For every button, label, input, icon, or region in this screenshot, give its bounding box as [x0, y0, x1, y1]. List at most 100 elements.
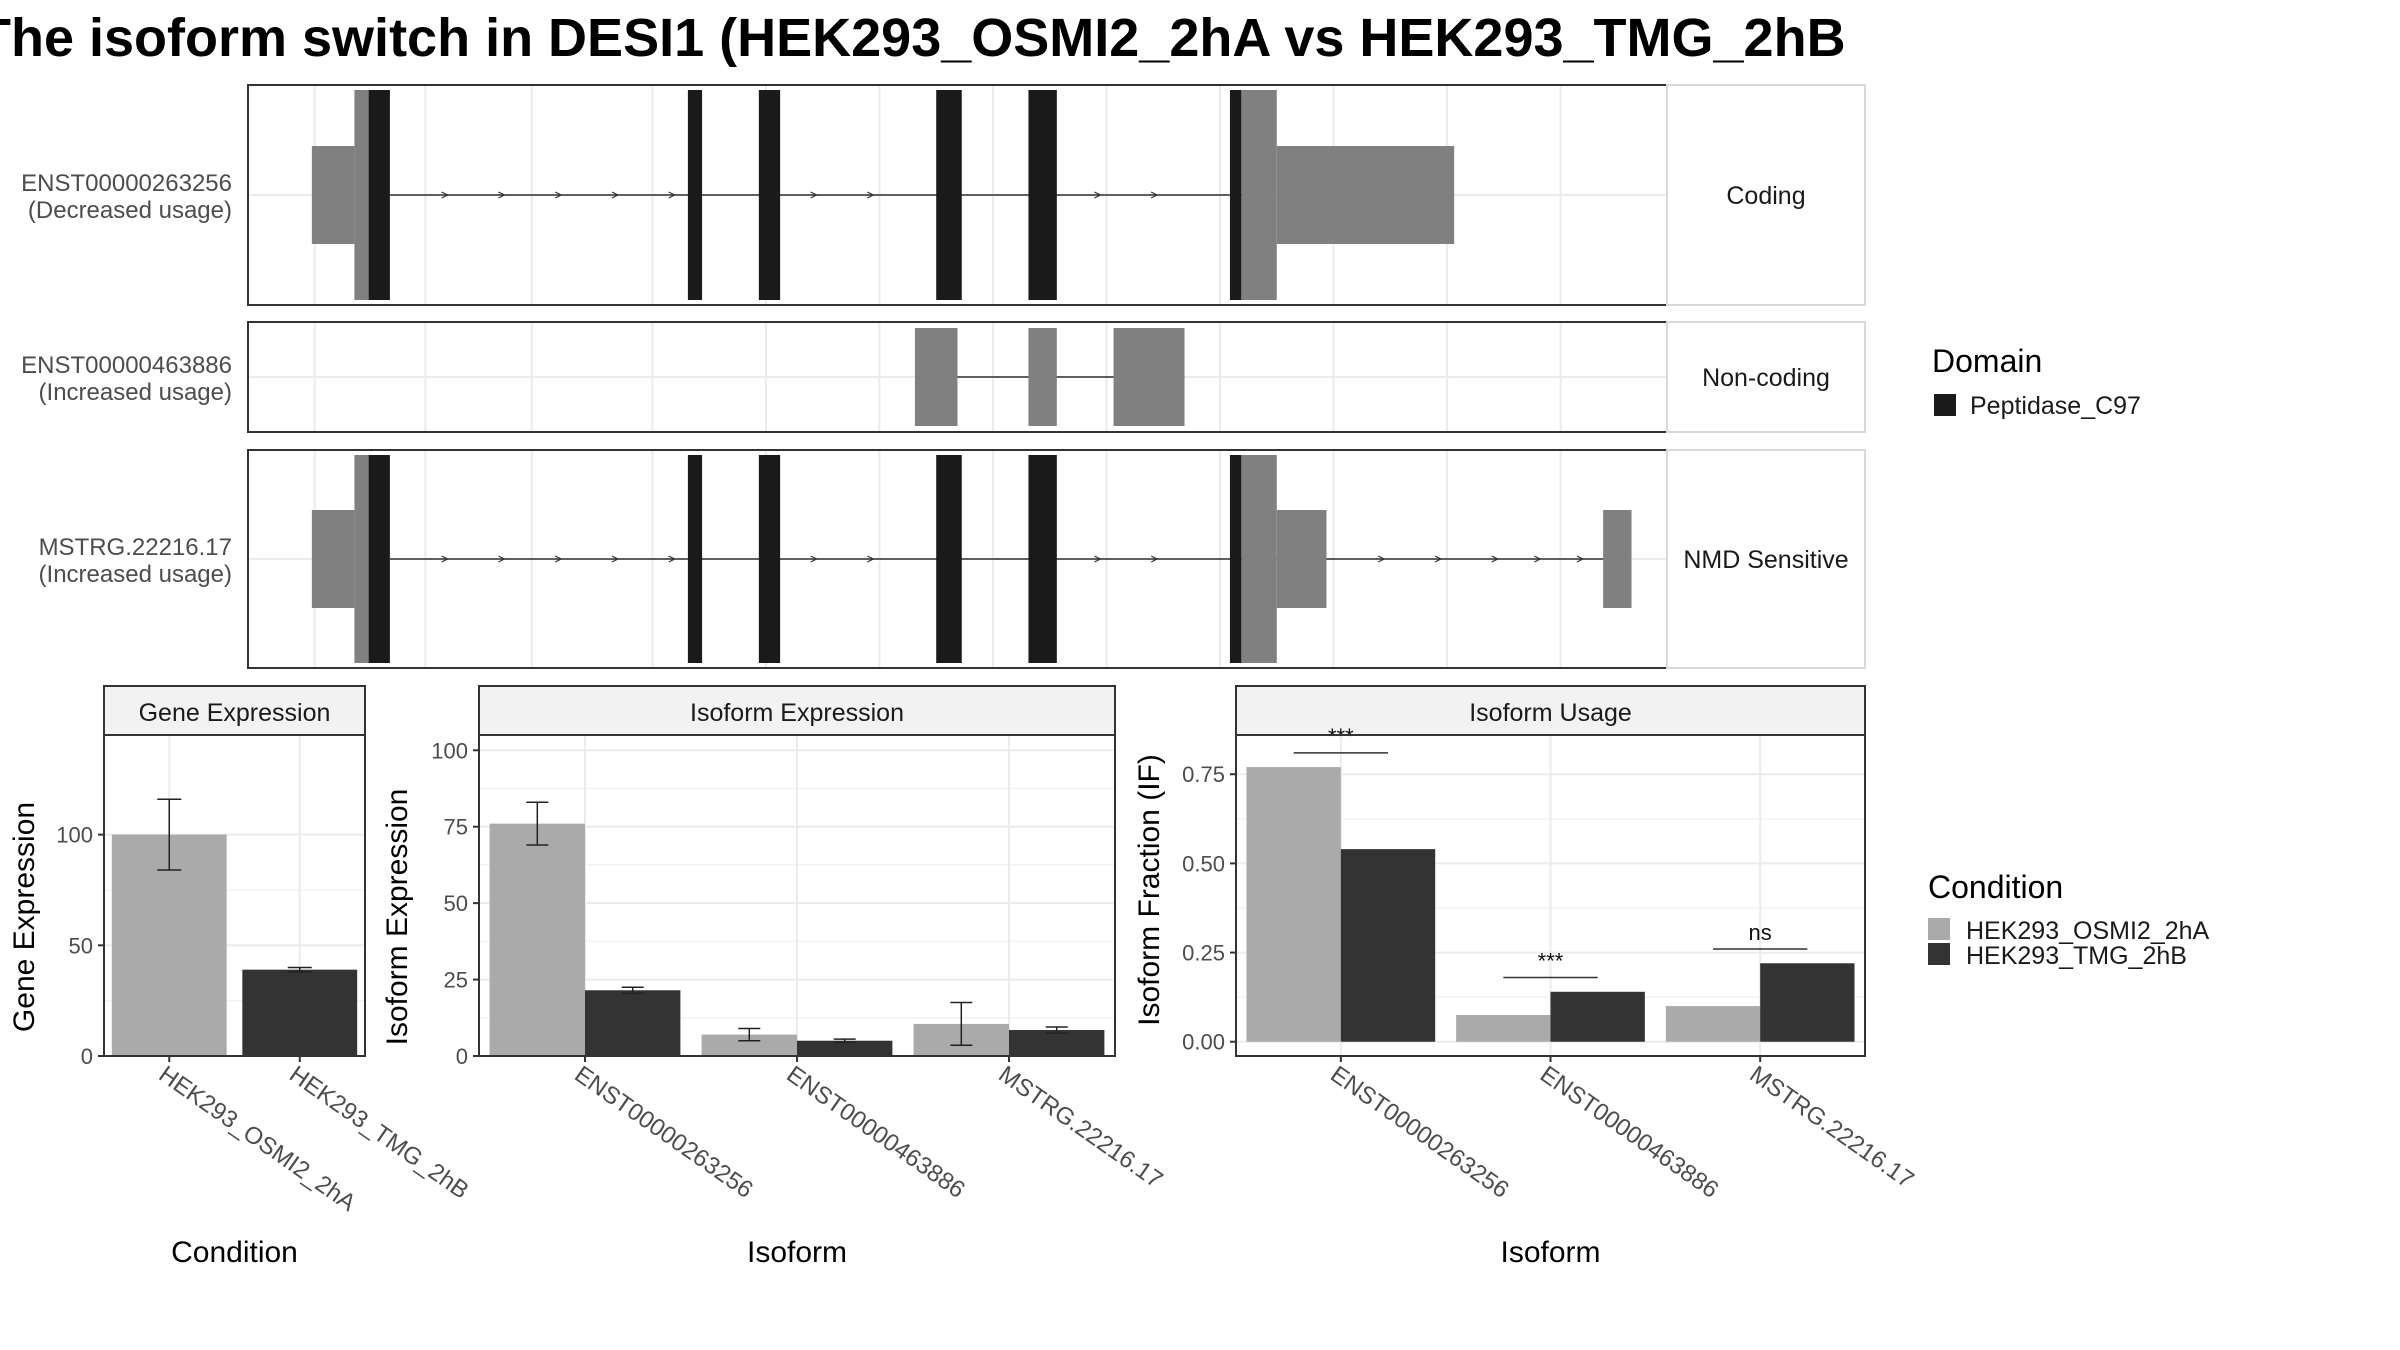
bar — [242, 969, 358, 1056]
x-axis-title: Isoform — [747, 1236, 847, 1269]
strand-arrow — [1094, 555, 1102, 563]
y-tick-label: 50 — [444, 891, 468, 916]
bar — [489, 823, 585, 1056]
strand-arrow — [1491, 555, 1500, 563]
condition-legend-label: HEK293_OSMI2_2hA — [1966, 917, 2210, 945]
condition-legend-title: Condition — [1928, 869, 2063, 905]
x-tick-label: MSTRG.22216.17 — [1745, 1061, 1919, 1194]
strand-arrow — [668, 191, 677, 199]
transcript-usage: (Decreased usage) — [28, 197, 232, 224]
cds-exon — [354, 90, 369, 300]
condition-legend-key — [1928, 943, 1950, 965]
domain-exon — [936, 90, 962, 300]
transcript-category: Coding — [1726, 182, 1805, 210]
transcript-usage: (Increased usage) — [39, 561, 232, 588]
domain-exon — [368, 90, 390, 300]
utr-exon — [1113, 328, 1185, 426]
transcript-id: ENST00000463886 — [21, 352, 232, 379]
transcript-structure-panel: Coding ENST00000263256(Decreased usage) No… — [21, 84, 1866, 669]
domain-legend-label: Peptidase_C97 — [1970, 392, 2141, 420]
y-tick-label: 100 — [56, 823, 93, 848]
chart-title: Gene Expression — [139, 699, 331, 727]
domain-legend-title: Domain — [1932, 343, 2042, 379]
y-tick-label: 0.50 — [1182, 851, 1225, 876]
strand-arrow — [1150, 191, 1159, 199]
chart-title-strip — [103, 685, 366, 736]
expression-charts: Gene Expression050100HEK293_OSMI2_2hAHEK… — [8, 685, 1919, 1269]
condition-legend-key — [1928, 918, 1950, 940]
chart-title: Isoform Usage — [1469, 699, 1632, 727]
figure-title: The isoform switch in DESI1 (HEK293_OSMI… — [0, 8, 1846, 68]
y-axis-title: Gene Expression — [8, 802, 41, 1032]
x-axis-title: Condition — [171, 1236, 298, 1269]
bar — [1009, 1030, 1105, 1056]
utr-exon — [1276, 510, 1327, 608]
x-tick-label: ENST00000263256 — [1325, 1061, 1513, 1204]
strand-arrow — [498, 555, 506, 563]
domain-exon — [368, 455, 390, 663]
transcript-row: NMD Sensitive MSTRG.22216.17(Increased us… — [39, 449, 1866, 669]
condition-legend-label: HEK293_TMG_2hB — [1966, 942, 2187, 970]
strand-arrow — [1576, 555, 1585, 563]
strand-arrow — [1150, 555, 1159, 563]
y-tick-label: 0.75 — [1182, 762, 1225, 787]
strand-arrow — [441, 191, 450, 199]
strand-arrow — [611, 555, 620, 563]
y-tick-label: 0 — [81, 1044, 93, 1069]
bar — [1246, 767, 1341, 1042]
transcript-row: Non-coding ENST00000463886(Increased usag… — [21, 321, 1866, 433]
strand-arrow — [1434, 555, 1443, 563]
transcript-category: Non-coding — [1702, 364, 1830, 392]
strand-arrow — [867, 191, 875, 199]
plot-border — [103, 734, 366, 1057]
utr-exon — [1276, 146, 1455, 244]
bar — [1456, 1014, 1551, 1042]
bar — [701, 1034, 797, 1056]
bar — [1665, 1006, 1761, 1042]
strand-arrow — [810, 555, 818, 563]
significance-label: *** — [1538, 949, 1564, 974]
utr-exon — [1603, 510, 1632, 608]
cds-exon — [1241, 455, 1277, 663]
significance-label: ns — [1749, 920, 1772, 945]
transcript-id: ENST00000263256 — [21, 170, 232, 197]
category-strip — [1666, 449, 1866, 669]
category-strip — [1666, 84, 1866, 306]
domain-exon — [1028, 455, 1057, 663]
y-tick-label: 0.25 — [1182, 941, 1225, 966]
strand-arrow — [1377, 555, 1386, 563]
y-tick-label: 0 — [456, 1044, 468, 1069]
transcript-row: Coding ENST00000263256(Decreased usage) — [21, 84, 1866, 306]
strand-arrow — [611, 191, 620, 199]
x-tick-label: ENST00000463886 — [782, 1061, 970, 1204]
strand-arrow — [810, 191, 818, 199]
category-strip — [1666, 321, 1866, 433]
bar — [797, 1040, 893, 1056]
domain-exon — [1229, 455, 1242, 663]
bar — [1550, 991, 1645, 1042]
domain-exon — [687, 90, 703, 300]
strand-arrow — [441, 555, 450, 563]
bar — [585, 990, 681, 1056]
bar — [111, 834, 227, 1056]
legends: Domain Peptidase_C97 Condition HEK293_OSMI2… — [1928, 343, 2210, 970]
domain-legend-key — [1934, 394, 1956, 416]
utr-exon — [311, 146, 355, 244]
chart-title-strip — [1235, 685, 1866, 736]
y-tick-label: 100 — [431, 738, 468, 763]
y-tick-label: 50 — [69, 933, 93, 958]
chart-title: Isoform Expression — [690, 699, 904, 727]
domain-exon — [758, 455, 781, 663]
x-tick-label: MSTRG.22216.17 — [994, 1061, 1168, 1194]
bar — [1760, 963, 1855, 1042]
x-axis-title: Isoform — [1500, 1236, 1600, 1269]
utr-exon — [311, 510, 355, 608]
y-axis-title: Isoform Expression — [381, 789, 414, 1046]
domain-exon — [687, 455, 703, 663]
strand-arrow — [554, 191, 563, 199]
strand-arrow — [668, 555, 677, 563]
domain-exon — [1028, 90, 1057, 300]
domain-exon — [758, 90, 781, 300]
cds-exon — [1241, 90, 1277, 300]
